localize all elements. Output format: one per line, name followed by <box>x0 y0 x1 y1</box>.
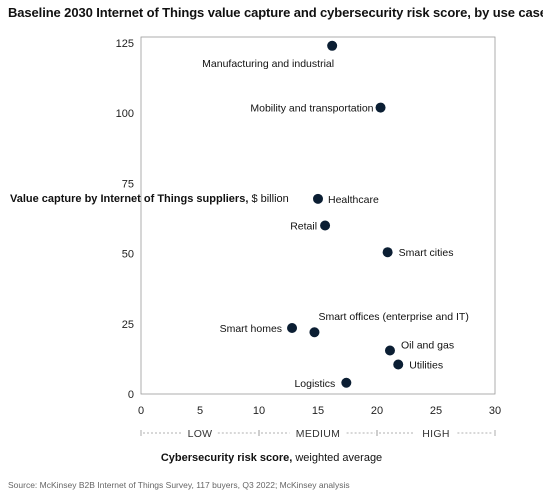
point-marker <box>382 247 393 258</box>
data-point: Mobility and transportation <box>250 102 386 115</box>
y-axis-label-bold: Value capture by Internet of Things supp… <box>10 193 249 205</box>
y-tick-label: 100 <box>116 108 134 120</box>
x-tick-label: 20 <box>371 405 383 417</box>
point-marker <box>393 359 404 370</box>
point-label: Oil and gas <box>401 339 454 351</box>
x-axis-label-rest: weighted average <box>292 452 383 464</box>
point-marker <box>327 40 338 51</box>
data-point: Utilities <box>393 359 443 372</box>
data-point: Smart offices (enterprise and IT) <box>309 311 469 338</box>
risk-band-medium: MEDIUM <box>258 428 378 440</box>
point-label: Healthcare <box>328 194 379 206</box>
point-marker <box>384 345 395 356</box>
point-label: Utilities <box>409 360 443 372</box>
data-point: Healthcare <box>313 193 379 206</box>
x-axis-label: Cybersecurity risk score, weighted avera… <box>0 452 543 464</box>
point-label: Smart homes <box>220 323 282 335</box>
point-label: Retail <box>290 221 317 233</box>
data-point: Manufacturing and industrial <box>202 40 338 70</box>
x-tick-label: 0 <box>138 405 144 417</box>
point-marker <box>313 193 323 204</box>
y-tick-label: 0 <box>128 389 134 401</box>
point-label: Smart offices (enterprise and IT) <box>318 311 468 323</box>
x-tick-label: 30 <box>489 405 501 417</box>
x-axis-ticks: 0 5 10 15 20 25 30 <box>138 405 501 417</box>
data-point: Logistics <box>294 377 352 390</box>
point-marker <box>287 323 298 334</box>
point-label: Logistics <box>294 378 335 390</box>
risk-band-label: LOW <box>188 428 213 440</box>
y-axis-ticks: 0 25 50 75 100 125 <box>116 38 134 401</box>
source-note: Source: McKinsey B2B Internet of Things … <box>8 480 350 490</box>
y-tick-label: 50 <box>122 249 134 261</box>
x-tick-label: 5 <box>197 405 203 417</box>
scatter-chart: 0 25 50 75 100 125 0 5 10 15 20 25 30 LOW MEDIUM HIGH… <box>116 36 501 440</box>
data-points: Manufacturing and industrial Mobility and… <box>202 40 469 390</box>
risk-bands: LOW MEDIUM HIGH <box>140 428 496 440</box>
point-marker <box>320 220 331 231</box>
data-point: Smart cities <box>382 247 454 259</box>
data-point: Retail <box>290 220 331 233</box>
risk-band-label: HIGH <box>422 428 449 440</box>
y-tick-label: 75 <box>122 178 134 190</box>
point-label: Mobility and transportation <box>250 103 373 115</box>
y-tick-label: 25 <box>122 319 134 331</box>
point-marker <box>341 377 352 388</box>
x-axis-label-bold: Cybersecurity risk score, <box>160 452 293 464</box>
y-tick-label: 125 <box>116 38 134 50</box>
data-point: Oil and gas <box>384 339 454 356</box>
point-marker <box>375 102 386 113</box>
plot-area-frame <box>140 36 496 395</box>
chart-title: Baseline 2030 Internet of Things value c… <box>8 5 543 20</box>
risk-band-low: LOW <box>140 428 260 440</box>
y-axis-label-unit: $ billion <box>248 193 289 205</box>
x-tick-label: 25 <box>430 405 442 417</box>
risk-band-label: MEDIUM <box>296 428 340 440</box>
x-tick-label: 15 <box>312 405 324 417</box>
x-tick-label: 10 <box>253 405 265 417</box>
y-axis-label: Value capture by Internet of Things supp… <box>10 193 289 206</box>
data-point: Smart homes <box>220 323 298 335</box>
point-marker <box>309 327 320 338</box>
risk-band-high: HIGH <box>376 428 496 440</box>
point-label: Manufacturing and industrial <box>202 58 334 70</box>
point-label: Smart cities <box>399 247 454 259</box>
